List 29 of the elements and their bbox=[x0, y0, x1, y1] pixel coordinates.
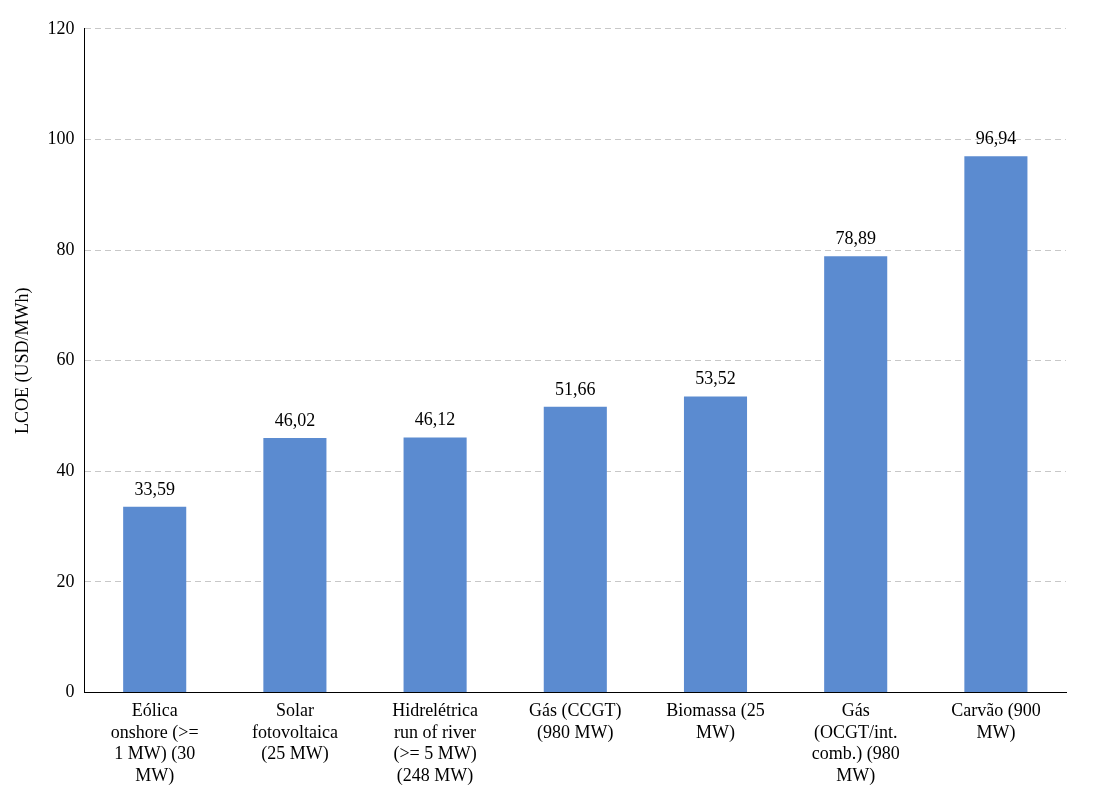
x-tick-label: Carvão (900 MW) bbox=[951, 700, 1041, 743]
bar bbox=[403, 437, 467, 693]
x-tick-label: Eólica onshore (>= 1 MW) (30 MW) bbox=[110, 700, 199, 786]
y-axis-title: LCOE (USD/MWh) bbox=[11, 287, 33, 434]
bar bbox=[964, 156, 1028, 693]
y-tick-label: 20 bbox=[56, 570, 75, 591]
data-label: 33,59 bbox=[134, 478, 175, 499]
x-tick-label: Gás (OCGT/int. comb.) (980 MW) bbox=[811, 700, 900, 786]
y-tick-label: 40 bbox=[56, 460, 75, 481]
x-tick-label: Biomassa (25 MW) bbox=[666, 700, 765, 743]
y-tick-label: 120 bbox=[47, 17, 75, 38]
x-tick-label: Gás (CCGT) (980 MW) bbox=[529, 700, 622, 743]
data-label: 96,94 bbox=[975, 128, 1017, 149]
data-label: 46,02 bbox=[274, 409, 316, 430]
data-label: 53,52 bbox=[695, 368, 736, 389]
y-tick-label: 80 bbox=[56, 238, 75, 259]
x-tick-label: Solar fotovoltaica (25 MW) bbox=[251, 700, 338, 765]
bar bbox=[543, 406, 607, 693]
y-tick-label: 0 bbox=[65, 681, 75, 702]
y-tick-label: 100 bbox=[47, 128, 75, 149]
data-label: 46,12 bbox=[414, 409, 456, 430]
bar bbox=[824, 256, 888, 693]
y-tick-label: 60 bbox=[56, 349, 75, 370]
data-label: 51,66 bbox=[555, 378, 596, 399]
bar bbox=[123, 506, 187, 693]
data-label: 78,89 bbox=[835, 227, 876, 248]
bar bbox=[683, 396, 748, 693]
x-tick-label: Hidrelétrica run of river (>= 5 MW) (248 MW) bbox=[392, 700, 479, 786]
bar bbox=[263, 438, 327, 693]
